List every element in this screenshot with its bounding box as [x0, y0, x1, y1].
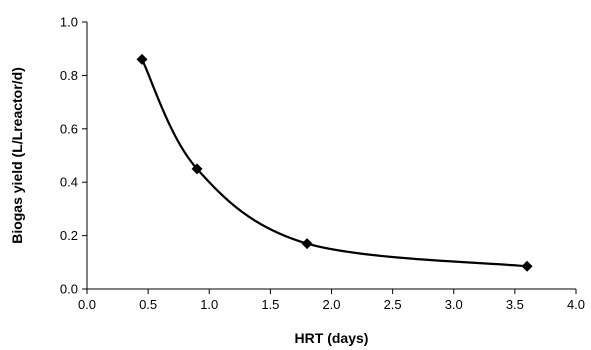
series-curve — [141, 58, 528, 268]
x-tick-label: 1.5 — [261, 297, 279, 312]
y-tick-label: 0.6 — [60, 121, 78, 136]
y-tick-label: 1.0 — [60, 15, 78, 30]
x-tick-label: 4.0 — [567, 297, 585, 312]
x-axis-title: HRT (days) — [295, 330, 369, 346]
x-tick-label: 1.0 — [200, 297, 218, 312]
data-points — [136, 53, 533, 272]
data-point-diamond — [301, 238, 313, 250]
x-tick-label: 0.0 — [78, 297, 96, 312]
y-tick-label: 0.2 — [60, 228, 78, 243]
x-tick-label: 2.5 — [384, 297, 402, 312]
y-tick-label: 0.0 — [60, 282, 78, 297]
data-point-diamond — [521, 260, 533, 272]
y-axis-ticks: 0.0 0.2 0.4 0.6 0.8 1.0 — [60, 15, 87, 297]
x-tick-label: 3.5 — [506, 297, 524, 312]
y-tick-label: 0.4 — [60, 175, 78, 190]
y-tick-label: 0.8 — [60, 68, 78, 83]
data-point-diamond — [136, 53, 148, 65]
x-tick-label: 0.5 — [139, 297, 157, 312]
data-point-diamond — [191, 163, 203, 175]
y-axis-title: Biogas yield (L/Lreactor/d) — [9, 67, 25, 244]
x-tick-label: 3.0 — [445, 297, 463, 312]
x-tick-label: 2.0 — [322, 297, 340, 312]
x-axis-ticks: 0.0 0.5 1.0 1.5 2.0 2.5 3.0 3.5 4.0 — [78, 289, 585, 312]
